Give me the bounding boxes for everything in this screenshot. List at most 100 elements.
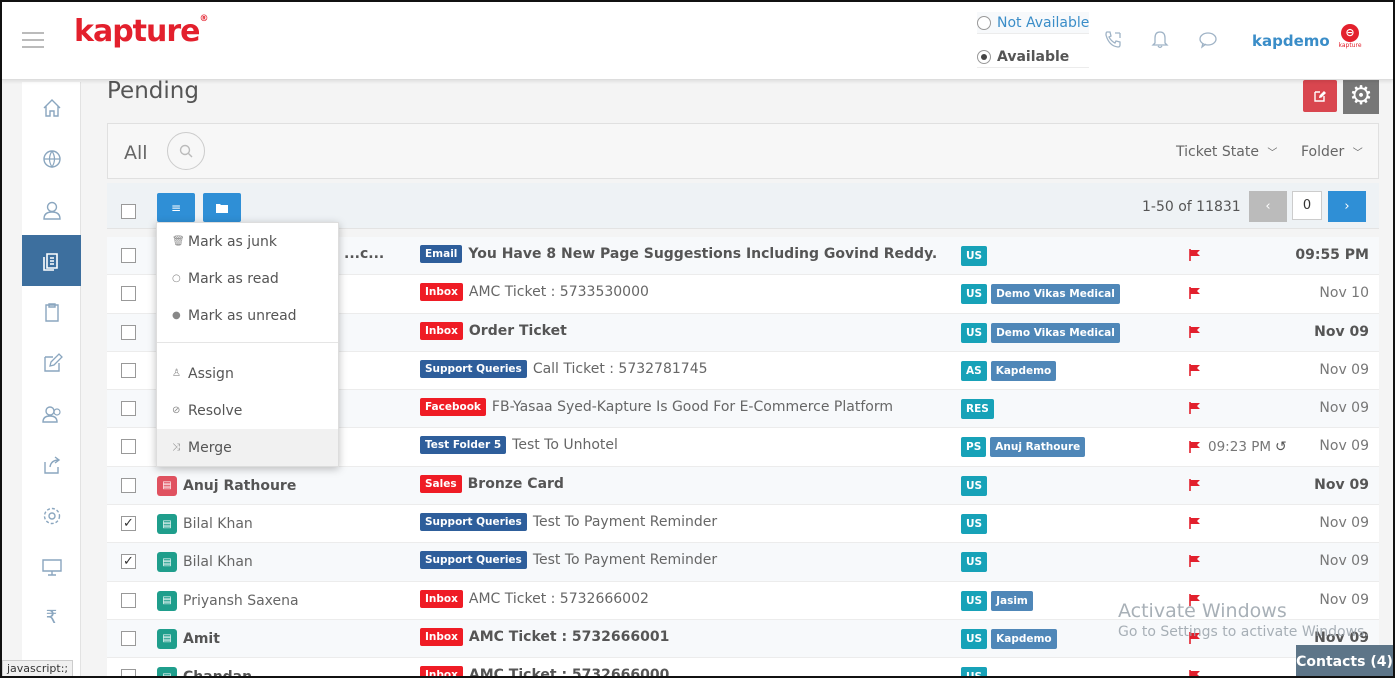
ticket-row[interactable]: ▤ Amit Inbox AMC Ticket : 5732666001 US Kapde… [107,619,1379,659]
nav-user-icon[interactable] [22,184,81,235]
priority-flag-icon[interactable] [1188,554,1202,568]
priority-flag-icon[interactable] [1188,593,1202,607]
priority-flag-icon[interactable] [1188,478,1202,492]
ticket-date: Nov 09 [1319,400,1369,417]
menu-resolve[interactable]: ⊘ Resolve [157,392,338,429]
priority-flag-icon[interactable]: 09:23 PM ↺ [1188,439,1287,455]
filter-all-label[interactable]: All [124,142,148,164]
customer-cell[interactable]: ▤ Priyansh Saxena [157,590,299,611]
subject-cell[interactable]: Inbox AMC Ticket : 5732666000 [420,666,669,676]
row-checkbox-checked[interactable]: ✓ [121,554,136,570]
subject-cell[interactable]: Inbox AMC Ticket : 5732666001 [420,627,669,646]
profile-avatar[interactable]: ⊖ kapture [1335,24,1365,54]
nav-tickets-icon[interactable] [22,235,81,286]
next-page-button[interactable]: › [1328,191,1366,222]
search-button[interactable] [167,132,205,170]
nav-edit-icon[interactable] [22,337,81,388]
menu-mark-as-read[interactable]: ○ Mark as read [157,260,338,297]
ticket-row[interactable]: ▤ Chandan Inbox AMC Ticket : 5732666000 US [107,658,1379,676]
menu-item-label: Merge [188,439,232,456]
channel-icon: ▤ [157,590,177,611]
radio-icon[interactable] [977,15,991,30]
subject-cell[interactable]: Support Queries Test To Payment Reminder [420,551,717,570]
move-folder-button[interactable] [203,193,241,222]
nav-rupee-icon[interactable]: ₹ [45,607,58,628]
prev-page-button[interactable]: ‹ [1249,191,1287,222]
row-checkbox[interactable] [121,248,136,263]
menu-assign[interactable]: ♙ Assign [157,355,338,392]
row-checkbox[interactable] [121,401,136,417]
customer-name[interactable]: ...c... [344,246,385,262]
ticket-row[interactable]: ✓ ▤ Bilal Khan Support Queries Test To Payme… [107,543,1379,582]
subject-cell[interactable]: Sales Bronze Card [420,474,564,493]
menu-mark-as-junk[interactable]: 🗑 Mark as junk [157,223,338,260]
priority-flag-icon[interactable] [1188,325,1202,339]
customer-cell[interactable]: ▤ Anuj Rathoure [157,475,296,496]
radio-not-available[interactable]: Not Available [977,12,1090,34]
row-checkbox[interactable] [121,324,136,340]
hamburger-menu-icon[interactable] [22,32,44,48]
nav-globe-icon[interactable] [22,133,81,184]
ticket-state-dropdown[interactable]: Ticket State ﹀ [1176,144,1277,160]
settings-gear-button[interactable]: ⚙ [1343,78,1379,114]
subject-cell[interactable]: Support Queries Test To Payment Reminder [420,513,717,532]
contacts-button[interactable]: Contacts (4) [1296,645,1393,676]
row-checkbox[interactable] [121,286,136,302]
subject-cell[interactable]: Inbox AMC Ticket : 5733530000 [420,283,649,302]
folder-icon [216,203,228,213]
menu-merge[interactable]: ⤨ Merge [157,429,338,466]
priority-flag-icon[interactable] [1188,286,1202,300]
nav-users-icon[interactable] [22,388,81,439]
row-checkbox[interactable] [121,630,136,646]
nav-export-icon[interactable] [22,439,81,490]
ticket-row[interactable]: ✓ ▤ Bilal Khan Support Queries Test To Payme… [107,505,1379,544]
customer-cell[interactable]: ▤ Chandan [157,667,252,676]
row-checkbox-checked[interactable]: ✓ [121,516,136,532]
nav-home-icon[interactable] [22,82,81,133]
not-available-label: Not Available [997,14,1090,31]
priority-flag-icon[interactable] [1188,248,1202,262]
priority-flag-icon[interactable] [1188,401,1202,415]
nav-monitor-icon[interactable] [22,541,81,592]
phone-icon[interactable] [1102,30,1124,52]
row-checkbox[interactable] [121,592,136,608]
subject-cell[interactable]: Support Queries Call Ticket : 5732781745 [420,359,708,378]
nav-clipboard-icon[interactable] [22,286,81,337]
ticket-subject: Call Ticket : 5732781745 [532,360,708,377]
priority-flag-icon[interactable] [1188,363,1202,377]
ticket-row[interactable]: ▤ Anuj Rathoure Sales Bronze Card US Nov 09 [107,466,1379,506]
radio-available[interactable]: Available [977,46,1090,68]
subject-cell[interactable]: Facebook FB-Yasaa Syed-Kapture Is Good Fo… [420,398,893,417]
bulk-actions-button[interactable]: ≡ [157,193,195,222]
folder-dropdown[interactable]: Folder ﹀ [1301,144,1363,160]
radio-selected-icon[interactable] [977,49,991,64]
row-checkbox[interactable] [121,362,136,378]
customer-cell[interactable]: ▤ Bilal Khan [157,514,253,535]
select-all-checkbox[interactable] [121,204,136,219]
username[interactable]: kapdemo [1252,32,1330,50]
subject-cell[interactable]: Test Folder 5 Test To Unhotel [420,436,618,455]
subject-cell[interactable]: Inbox Order Ticket [420,321,567,340]
subject-cell[interactable]: Email You Have 8 New Page Suggestions Inc… [420,245,937,263]
priority-flag-icon[interactable] [1188,669,1202,676]
folder-tag: Support Queries [420,359,527,378]
row-checkbox[interactable] [121,669,136,676]
compose-button[interactable] [1303,80,1337,112]
customer-cell[interactable]: ▤ Amit [157,628,220,649]
subject-cell[interactable]: Inbox AMC Ticket : 5732666002 [420,589,649,608]
menu-mark-as-unread[interactable]: ● Mark as unread [157,297,338,334]
assignment-cell: US Demo Vikas Medical [961,284,1124,305]
row-checkbox[interactable] [121,439,136,455]
priority-flag-icon[interactable] [1188,516,1202,530]
nav-settings-icon[interactable] [22,490,81,541]
kapture-logo[interactable]: kapture® [74,14,209,49]
row-checkbox[interactable] [121,477,136,493]
ticket-date: Nov 09 [1319,361,1369,378]
ticket-row[interactable]: ▤ Priyansh Saxena Inbox AMC Ticket : 573266… [107,581,1379,620]
chat-icon[interactable] [1197,30,1219,52]
priority-flag-icon[interactable] [1188,631,1202,645]
page-number-input[interactable]: 0 [1292,191,1322,220]
customer-cell[interactable]: ▤ Bilal Khan [157,552,253,573]
menu-item-label: Resolve [188,402,243,419]
bell-icon[interactable] [1149,30,1171,52]
